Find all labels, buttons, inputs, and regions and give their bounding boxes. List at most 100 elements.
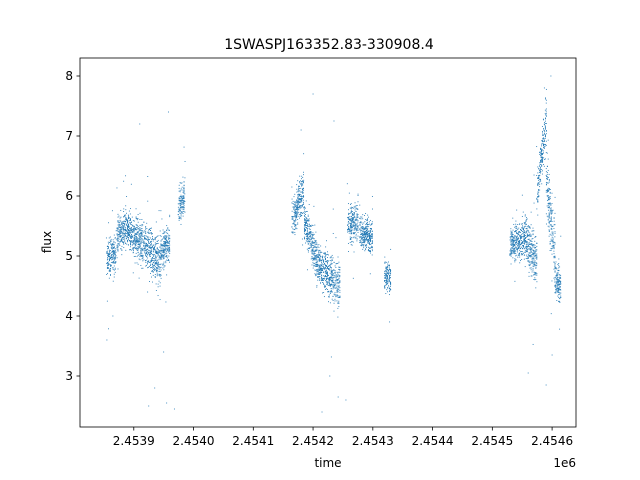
- data-point: [178, 218, 180, 219]
- data-point: [327, 251, 328, 253]
- data-point: [337, 276, 339, 278]
- data-point: [368, 235, 370, 237]
- data-point: [120, 216, 122, 218]
- data-point: [324, 286, 326, 288]
- data-point: [155, 250, 157, 252]
- data-point: [368, 226, 370, 228]
- data-point: [113, 265, 115, 267]
- data-point: [166, 239, 168, 241]
- data-point: [332, 288, 334, 290]
- data-point: [134, 227, 136, 229]
- data-point: [526, 230, 528, 232]
- data-point: [521, 243, 522, 245]
- data-point: [312, 267, 314, 269]
- data-point: [108, 243, 109, 245]
- data-point: [108, 247, 109, 249]
- data-point: [154, 246, 155, 248]
- data-point: [365, 224, 367, 226]
- data-point: [167, 248, 169, 250]
- data-point: [145, 228, 147, 230]
- data-point: [301, 175, 303, 177]
- data-point: [372, 246, 373, 248]
- data-point: [139, 242, 141, 244]
- data-point: [127, 223, 129, 225]
- data-point: [135, 227, 137, 229]
- data-point: [533, 262, 535, 264]
- data-point: [323, 268, 325, 269]
- data-point: [112, 244, 114, 246]
- data-point: [160, 240, 162, 242]
- data-point: [528, 260, 530, 262]
- data-point: [333, 293, 335, 295]
- data-point: [137, 248, 139, 250]
- data-point: [515, 231, 517, 232]
- data-point: [130, 241, 132, 243]
- data-point: [545, 144, 546, 145]
- data-point: [297, 180, 299, 182]
- data-point: [367, 234, 368, 236]
- data-point: [537, 177, 539, 179]
- data-point: [517, 224, 519, 225]
- data-point: [151, 247, 152, 249]
- data-point: [159, 273, 161, 275]
- data-point: [122, 225, 124, 227]
- data-point: [315, 274, 317, 276]
- data-point: [129, 229, 131, 231]
- data-point: [112, 315, 114, 317]
- data-point: [322, 279, 324, 281]
- data-point: [361, 237, 363, 239]
- data-point: [140, 248, 142, 250]
- data-point: [294, 210, 296, 211]
- data-point: [118, 242, 120, 244]
- data-point: [356, 205, 358, 206]
- data-point: [147, 253, 149, 255]
- data-point: [349, 229, 350, 231]
- data-point: [149, 229, 150, 230]
- data-point: [364, 215, 366, 216]
- data-point: [545, 127, 546, 129]
- data-point: [325, 280, 327, 281]
- data-point: [306, 221, 307, 223]
- data-point: [131, 230, 133, 232]
- data-point: [112, 247, 114, 249]
- data-point: [180, 204, 182, 206]
- data-point: [352, 237, 354, 239]
- data-point: [523, 227, 525, 229]
- data-point: [542, 157, 544, 159]
- data-point: [365, 226, 367, 228]
- data-point: [149, 262, 150, 263]
- data-point: [525, 250, 527, 252]
- data-point: [388, 279, 390, 281]
- data-point: [547, 176, 549, 178]
- data-point: [134, 236, 136, 238]
- data-point: [159, 246, 161, 248]
- data-point: [326, 265, 327, 266]
- data-point: [128, 226, 130, 228]
- data-point: [332, 285, 334, 287]
- data-point: [107, 272, 108, 274]
- data-point: [337, 286, 339, 288]
- data-point: [529, 240, 531, 242]
- data-point: [557, 286, 559, 288]
- data-point: [119, 224, 121, 226]
- data-point: [390, 283, 392, 285]
- data-point: [296, 201, 298, 203]
- data-point: [299, 175, 301, 177]
- data-point: [556, 280, 558, 282]
- data-point: [142, 254, 144, 256]
- data-point: [111, 250, 113, 252]
- data-point: [179, 199, 181, 201]
- data-point: [512, 249, 514, 251]
- data-point: [527, 245, 529, 246]
- data-point: [527, 231, 529, 233]
- data-point: [538, 179, 540, 181]
- data-point: [137, 243, 139, 245]
- data-point: [356, 208, 358, 210]
- data-point: [533, 263, 535, 265]
- data-point: [156, 243, 158, 244]
- data-point: [305, 221, 306, 223]
- data-point: [327, 253, 328, 255]
- data-point: [528, 243, 530, 245]
- data-point: [301, 184, 303, 186]
- data-point: [169, 237, 171, 239]
